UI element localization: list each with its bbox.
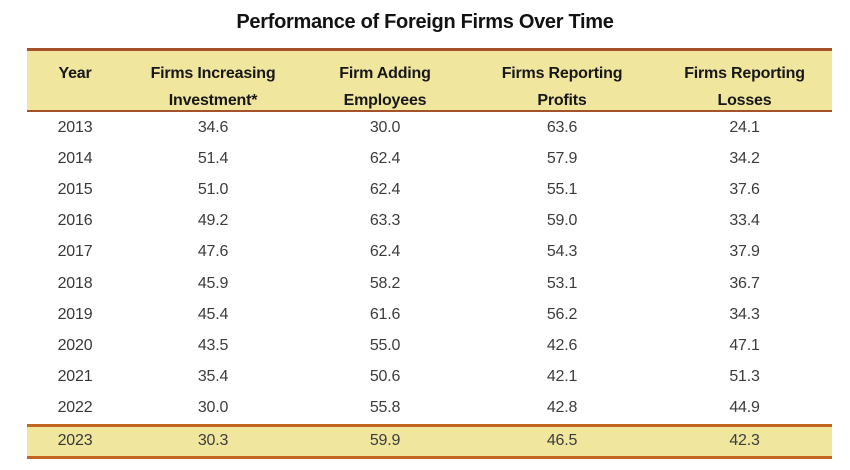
value-cell: 30.0 [197,399,229,417]
column-header: Year [27,60,123,87]
value-cell: 62.4 [369,149,401,167]
table-row: 2015 51.0 62.4 55.1 37.6 [27,174,832,206]
column-header-line1: Firms Reporting [684,65,805,82]
value-cell: 34.6 [197,118,229,136]
value-cell: 59.0 [546,212,578,230]
value-cell: 35.4 [197,368,229,386]
value-cell: 34.3 [729,305,760,323]
value-cell: 24.1 [729,118,760,136]
column-header-line2: Losses [717,92,772,109]
value-cell: 53.1 [546,274,578,292]
value-cell: 30.3 [197,432,229,450]
value-cell: 34.2 [729,149,760,167]
column-header: Firms Reporting Losses [657,60,832,114]
value-cell: 33.4 [729,212,760,230]
value-cell: 63.6 [546,118,578,136]
value-cell: 44.9 [729,399,760,417]
value-cell: 37.9 [729,243,760,261]
year-cell: 2021 [57,368,93,386]
value-cell: 55.0 [369,336,401,354]
column-header-line2: Profits [537,92,587,109]
value-cell: 42.6 [546,336,578,354]
value-cell: 47.6 [197,243,229,261]
year-cell: 2013 [57,118,93,136]
year-cell: 2017 [57,243,93,261]
value-cell: 46.5 [546,432,578,450]
table-row: 2016 49.2 63.3 59.0 33.4 [27,205,832,237]
value-cell: 45.9 [197,274,229,292]
page-title: Performance of Foreign Firms Over Time [236,11,614,33]
column-header-line1: Year [58,65,92,82]
value-cell: 63.3 [369,212,401,230]
value-cell: 47.1 [729,336,760,354]
table-row: 2018 45.9 58.2 53.1 36.7 [27,267,832,300]
value-cell: 61.6 [369,305,401,323]
column-header-line2: Employees [343,92,427,109]
column-header: Firm Adding Employees [303,60,467,114]
value-cell: 45.4 [197,305,229,323]
table-row: 2022 30.0 55.8 42.8 44.9 [27,392,832,424]
column-header-line1: Firms Reporting [501,65,623,82]
year-cell: 2018 [57,274,93,292]
year-cell: 2020 [57,336,93,354]
table-row: 2014 51.4 62.4 57.9 34.2 [27,143,832,175]
year-cell: 2016 [57,212,93,230]
value-cell: 30.0 [369,118,401,136]
value-cell: 54.3 [546,243,578,261]
table-row-highlighted: 2023 30.3 59.9 46.5 42.3 [27,423,832,459]
column-header-line1: Firm Adding [339,65,431,82]
value-cell: 49.2 [197,212,229,230]
value-cell: 51.4 [197,149,229,167]
column-header: Firms Increasing Investment* [123,60,303,114]
value-cell: 43.5 [197,336,229,354]
value-cell: 58.2 [369,274,401,292]
year-cell: 2022 [57,399,93,417]
value-cell: 55.1 [546,180,578,198]
value-cell: 37.6 [729,180,760,198]
table-row: 2021 35.4 50.6 42.1 51.3 [27,361,832,393]
value-cell: 57.9 [546,149,578,167]
year-cell: 2019 [57,305,93,323]
year-cell: 2015 [57,180,93,198]
performance-table: Year Firms Increasing Investment* Firm Addi… [27,48,832,459]
value-cell: 36.7 [729,274,760,292]
table-body: 2013 34.6 30.0 63.6 24.1 2014 51.4 62.4 57.9 34.2… [27,112,832,459]
column-header-line1: Firms Increasing [150,65,276,82]
value-cell: 62.4 [369,243,401,261]
value-cell: 51.3 [729,368,760,386]
value-cell: 55.8 [369,399,401,417]
value-cell: 59.9 [369,432,401,450]
column-header: Firms Reporting Profits [467,60,657,114]
value-cell: 42.8 [546,399,578,417]
table-row: 2013 34.6 30.0 63.6 24.1 [27,112,832,144]
value-cell: 51.0 [197,180,229,198]
table-header-row: Year Firms Increasing Investment* Firm Addi… [27,48,832,112]
year-cell: 2014 [57,149,93,167]
column-header-line2: Investment* [168,92,258,109]
value-cell: 42.1 [546,368,578,386]
table-row: 2020 43.5 55.0 42.6 47.1 [27,330,832,362]
value-cell: 62.4 [369,180,401,198]
value-cell: 42.3 [729,432,760,450]
value-cell: 56.2 [546,305,578,323]
year-cell: 2023 [57,432,93,450]
value-cell: 50.6 [369,368,401,386]
table-row: 2019 45.4 61.6 56.2 34.3 [27,299,832,331]
table-row: 2017 47.6 62.4 54.3 37.9 [27,236,832,268]
